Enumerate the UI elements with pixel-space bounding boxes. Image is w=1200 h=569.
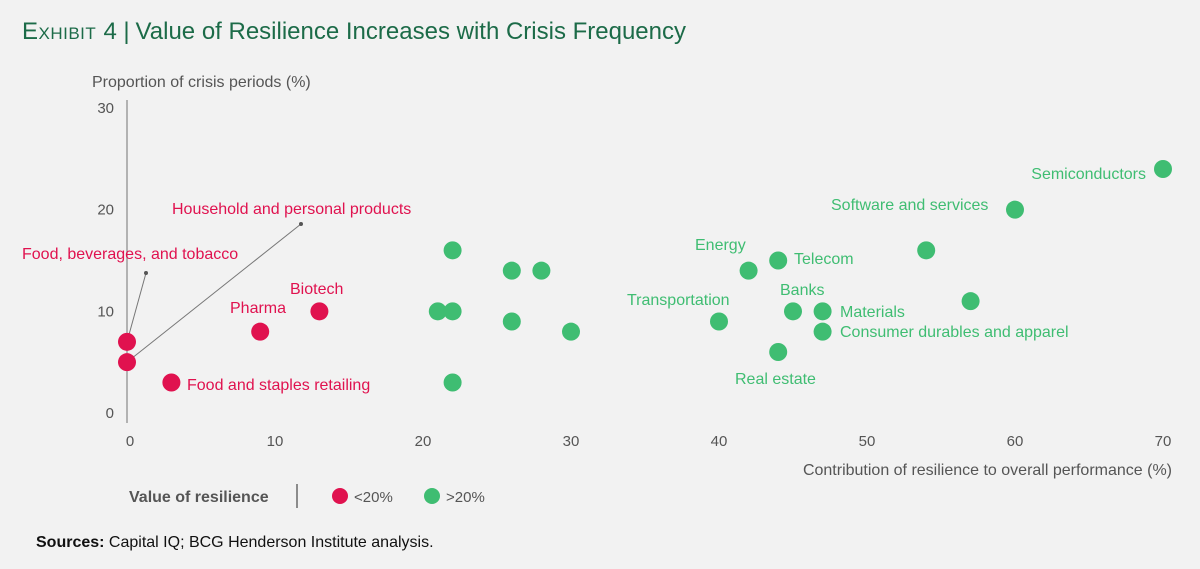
data-point — [1006, 200, 1024, 219]
y-tick-label: 10 — [97, 303, 114, 320]
point-labels: Food, beverages, and tobacco Household an… — [22, 166, 1146, 394]
point-label: Software and services — [831, 197, 988, 214]
axes: 0 10 20 30 0 10 20 30 40 50 60 70 Proportion of cris… — [92, 74, 1172, 479]
point-label: Consumer durables and apparel — [840, 324, 1069, 341]
point-label: Real estate — [735, 371, 816, 388]
data-point — [502, 261, 521, 280]
data-point — [917, 241, 936, 260]
data-point — [443, 241, 462, 260]
x-axis-label: Contribution of resilience to overall pe… — [803, 462, 1172, 479]
data-point — [961, 292, 980, 311]
data-point — [502, 312, 521, 331]
point-label: Transportation — [627, 292, 730, 309]
point-label: Materials — [840, 304, 905, 321]
data-points — [118, 160, 1172, 392]
scatter-chart: 0 10 20 30 0 10 20 30 40 50 60 70 Proportion of cris… — [22, 74, 1172, 508]
data-point — [443, 302, 462, 321]
data-point — [739, 261, 758, 280]
data-point — [251, 322, 270, 341]
x-tick-label: 60 — [1007, 433, 1024, 450]
x-tick-label: 50 — [859, 433, 876, 450]
data-point — [443, 373, 462, 392]
point-label: Biotech — [290, 281, 343, 298]
x-tick-label: 40 — [711, 433, 728, 450]
point-label: Semiconductors — [1031, 166, 1146, 183]
data-point — [813, 302, 832, 321]
y-tick-label: 30 — [97, 100, 114, 117]
point-label: Food and staples retailing — [187, 377, 370, 394]
data-point — [562, 322, 580, 341]
leader-lines — [126, 222, 303, 363]
legend: Value of resilience <20% >20% — [129, 484, 485, 508]
leader-dot — [144, 271, 148, 275]
data-point — [769, 343, 788, 361]
point-label: Pharma — [230, 300, 286, 317]
y-axis-label: Proportion of crisis periods (%) — [92, 74, 311, 91]
data-point — [813, 322, 832, 341]
x-tick-label: 20 — [415, 433, 432, 450]
point-label: Banks — [780, 282, 824, 299]
point-label: Telecom — [794, 251, 854, 268]
data-point — [769, 251, 788, 270]
legend-title: Value of resilience — [129, 489, 269, 506]
x-tick-label: 70 — [1155, 433, 1172, 450]
data-point — [710, 312, 728, 331]
leader-dot — [299, 222, 303, 226]
chart-title: Exhibit 4 | Value of Resilience Increases … — [22, 18, 686, 46]
data-point — [532, 261, 551, 280]
legend-swatch — [424, 488, 440, 504]
data-point — [118, 332, 136, 351]
x-tick-label: 10 — [267, 433, 284, 450]
data-point — [310, 302, 329, 321]
legend-swatch — [332, 488, 348, 504]
point-label: Food, beverages, and tobacco — [22, 246, 238, 263]
y-tick-label: 0 — [106, 405, 114, 422]
legend-label: >20% — [446, 489, 485, 506]
title-text: Value of Resilience Increases with Crisi… — [135, 18, 686, 45]
data-point — [1154, 160, 1172, 178]
leader-line — [126, 223, 302, 363]
point-label: Household and personal products — [172, 201, 411, 218]
data-point — [428, 302, 447, 321]
data-point — [118, 353, 136, 372]
exhibit-label: Exhibit 4 — [22, 18, 118, 45]
data-point — [162, 373, 181, 392]
x-tick-label: 0 — [126, 433, 134, 450]
sources-text: Capital IQ; BCG Henderson Institute anal… — [108, 534, 434, 551]
legend-label: <20% — [354, 489, 393, 506]
sources-label: Sources: — [36, 534, 105, 551]
sources-note: Sources: Capital IQ; BCG Henderson Insti… — [36, 534, 434, 552]
x-tick-label: 30 — [563, 433, 580, 450]
leader-line — [126, 272, 147, 342]
y-tick-label: 20 — [97, 202, 114, 219]
point-label: Energy — [695, 237, 746, 254]
data-point — [784, 302, 802, 321]
title-separator: | — [123, 18, 130, 45]
